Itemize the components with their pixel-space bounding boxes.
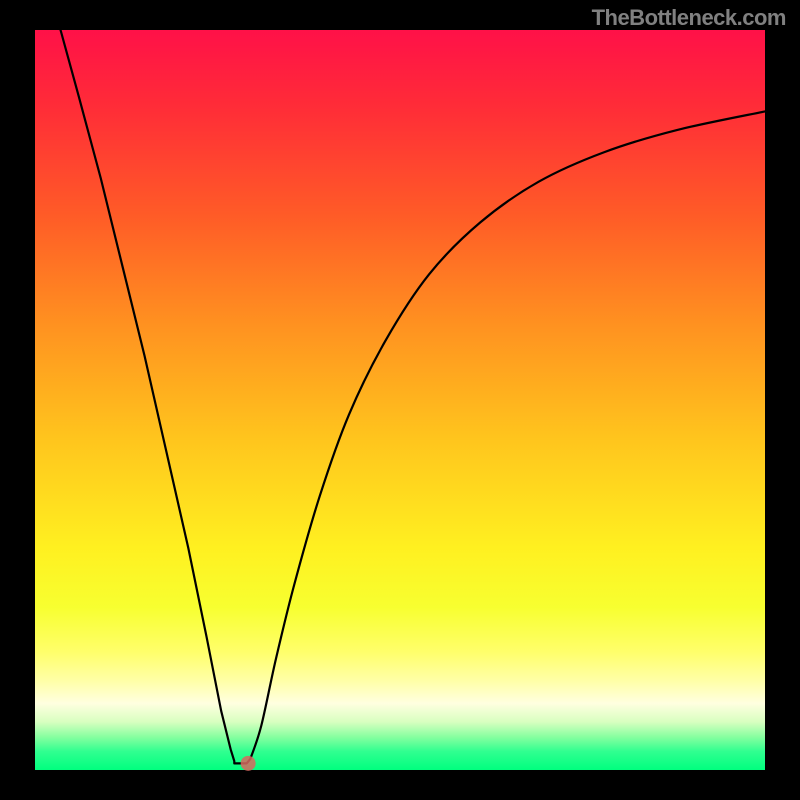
plot-background [35, 30, 765, 770]
optimal-marker [241, 756, 256, 771]
chart-container: TheBottleneck.com [0, 0, 800, 800]
watermark-text: TheBottleneck.com [592, 5, 786, 31]
chart-svg [0, 0, 800, 800]
